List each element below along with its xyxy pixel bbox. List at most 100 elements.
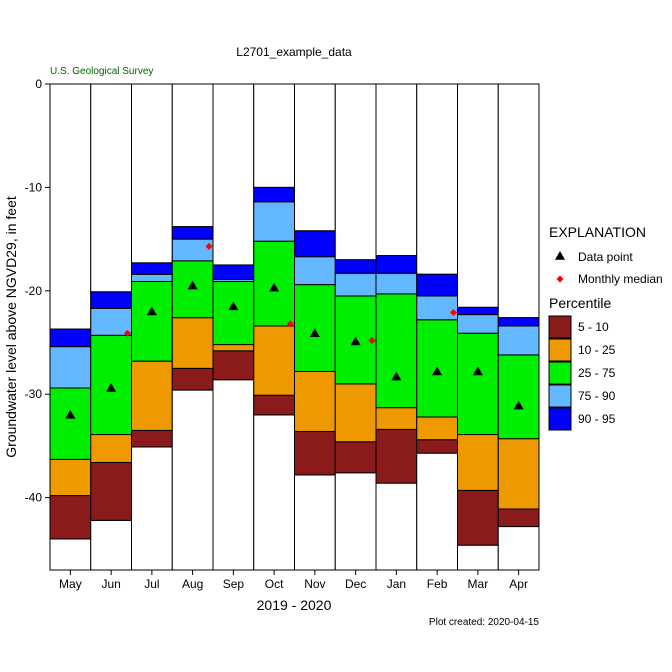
median-point xyxy=(368,336,376,344)
y-axis-label: Groundwater level above NGVD29, in feet xyxy=(3,196,19,458)
legend-label: 5 - 10 xyxy=(578,320,609,334)
band-10-25-apr xyxy=(497,438,540,510)
legend-title: EXPLANATION xyxy=(549,224,646,240)
band-5-10-nov xyxy=(294,430,336,476)
x-tick-label: Sep xyxy=(223,577,245,591)
above-p95-feb xyxy=(416,83,458,275)
band-75-90-may xyxy=(49,346,92,389)
below-p5-jun xyxy=(90,519,132,571)
legend-swatch xyxy=(548,338,572,362)
below-p5-dec xyxy=(334,472,377,571)
legend-swatch xyxy=(548,361,572,385)
band-75-90-dec xyxy=(334,272,377,297)
band-25-75-sep xyxy=(212,281,255,346)
band-75-90-oct xyxy=(253,201,295,242)
band-10-25-mar xyxy=(457,434,499,491)
x-tick-label: Apr xyxy=(509,577,528,591)
legend-median-icon xyxy=(556,275,564,283)
data-point xyxy=(106,383,117,392)
x-tick-label: Nov xyxy=(304,577,325,591)
above-p95-jun xyxy=(90,83,132,293)
below-p5-nov xyxy=(294,474,336,571)
band-10-25-oct xyxy=(253,325,295,396)
x-tick-label: Mar xyxy=(468,577,489,591)
x-tick-label: Jan xyxy=(387,577,406,591)
band-5-10-feb xyxy=(416,439,458,454)
band-25-75-jul xyxy=(131,281,173,362)
data-point xyxy=(350,336,361,346)
band-90-95-may xyxy=(49,328,92,348)
band-5-10-may xyxy=(49,495,92,540)
plot-frame xyxy=(49,83,540,571)
data-point xyxy=(432,366,443,376)
band-25-75-jan xyxy=(375,293,418,409)
below-p5-mar xyxy=(457,544,499,571)
plot-created-label: Plot created: 2020-04-15 xyxy=(429,617,540,628)
data-point xyxy=(513,400,524,410)
above-p95-apr xyxy=(497,83,540,319)
band-90-95-aug xyxy=(171,226,214,240)
band-75-90-aug xyxy=(171,238,214,262)
band-5-10-jun xyxy=(90,461,132,521)
band-75-90-apr xyxy=(497,325,540,356)
band-90-95-sep xyxy=(212,264,255,280)
y-tick-label: -10 xyxy=(25,180,43,194)
legend-data-point-icon xyxy=(555,251,565,260)
band-5-10-aug xyxy=(171,367,214,391)
above-p95-sep xyxy=(212,83,255,266)
x-tick-label: Oct xyxy=(265,577,284,591)
below-p5-apr xyxy=(497,526,540,571)
x-tick-label: Aug xyxy=(182,577,203,591)
median-point xyxy=(450,309,457,317)
band-5-10-oct xyxy=(253,394,295,416)
band-90-95-apr xyxy=(497,317,540,327)
agency-label: U.S. Geological Survey xyxy=(50,66,153,77)
y-tick-label: -40 xyxy=(25,491,43,505)
band-90-95-oct xyxy=(253,186,295,203)
band-90-95-mar xyxy=(457,306,499,316)
chart-title: L2701_example_data xyxy=(236,45,352,59)
band-90-95-nov xyxy=(294,230,336,258)
band-75-90-mar xyxy=(457,314,499,334)
band-90-95-jul xyxy=(131,262,173,275)
x-axis-label: 2019 - 2020 xyxy=(257,597,332,613)
band-90-95-dec xyxy=(334,259,377,274)
band-10-25-sep xyxy=(212,344,255,352)
data-point xyxy=(228,301,239,311)
data-point xyxy=(65,409,76,419)
x-tick-label: Feb xyxy=(427,577,448,591)
band-75-90-feb xyxy=(416,295,458,321)
band-90-95-feb xyxy=(416,273,458,297)
y-tick-label: -30 xyxy=(25,387,43,401)
legend-label: Monthly median xyxy=(578,272,663,286)
above-p95-jan xyxy=(375,83,418,257)
above-p95-nov xyxy=(294,83,336,232)
band-5-10-jul xyxy=(131,429,173,448)
data-point xyxy=(391,371,402,381)
band-5-10-apr xyxy=(497,508,540,528)
band-10-25-jan xyxy=(375,407,418,430)
band-75-90-jul xyxy=(131,273,173,283)
below-p5-feb xyxy=(416,452,458,571)
below-p5-may xyxy=(49,538,92,571)
legend-swatch xyxy=(548,407,572,431)
above-p95-may xyxy=(49,83,92,330)
x-tick-label: Jun xyxy=(101,577,120,591)
band-75-90-jan xyxy=(375,272,418,295)
below-p5-sep xyxy=(212,379,255,571)
below-p5-jan xyxy=(375,482,418,571)
band-10-25-dec xyxy=(334,383,377,443)
legend-percentile-title: Percentile xyxy=(549,295,611,311)
data-point xyxy=(309,328,320,337)
median-point xyxy=(205,242,213,250)
band-90-95-jan xyxy=(375,255,418,274)
legend-label: 90 - 95 xyxy=(578,412,616,426)
band-10-25-may xyxy=(49,458,92,497)
band-5-10-mar xyxy=(457,489,499,546)
legend-swatch xyxy=(548,384,572,408)
below-p5-aug xyxy=(171,389,214,571)
data-point xyxy=(146,306,157,316)
band-25-75-may xyxy=(49,387,92,460)
y-tick-label: 0 xyxy=(35,77,42,91)
